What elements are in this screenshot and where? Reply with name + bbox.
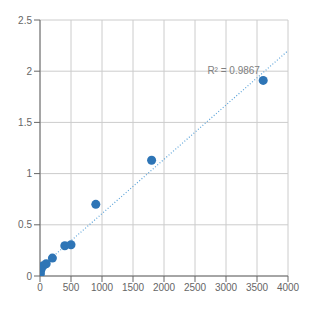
svg-text:0.5: 0.5: [18, 219, 32, 230]
svg-text:2: 2: [26, 66, 32, 77]
svg-text:3000: 3000: [215, 282, 238, 293]
svg-text:1500: 1500: [122, 282, 145, 293]
svg-text:2500: 2500: [184, 282, 207, 293]
svg-text:2.5: 2.5: [18, 15, 32, 26]
svg-text:4000: 4000: [277, 282, 300, 293]
svg-text:R² = 0.9867: R² = 0.9867: [207, 65, 260, 76]
svg-text:1000: 1000: [91, 282, 114, 293]
svg-text:3500: 3500: [246, 282, 269, 293]
svg-text:1.5: 1.5: [18, 117, 32, 128]
svg-text:0: 0: [26, 271, 32, 282]
svg-text:1: 1: [26, 168, 32, 179]
svg-text:0: 0: [37, 282, 43, 293]
svg-text:500: 500: [63, 282, 80, 293]
svg-text:2000: 2000: [153, 282, 176, 293]
